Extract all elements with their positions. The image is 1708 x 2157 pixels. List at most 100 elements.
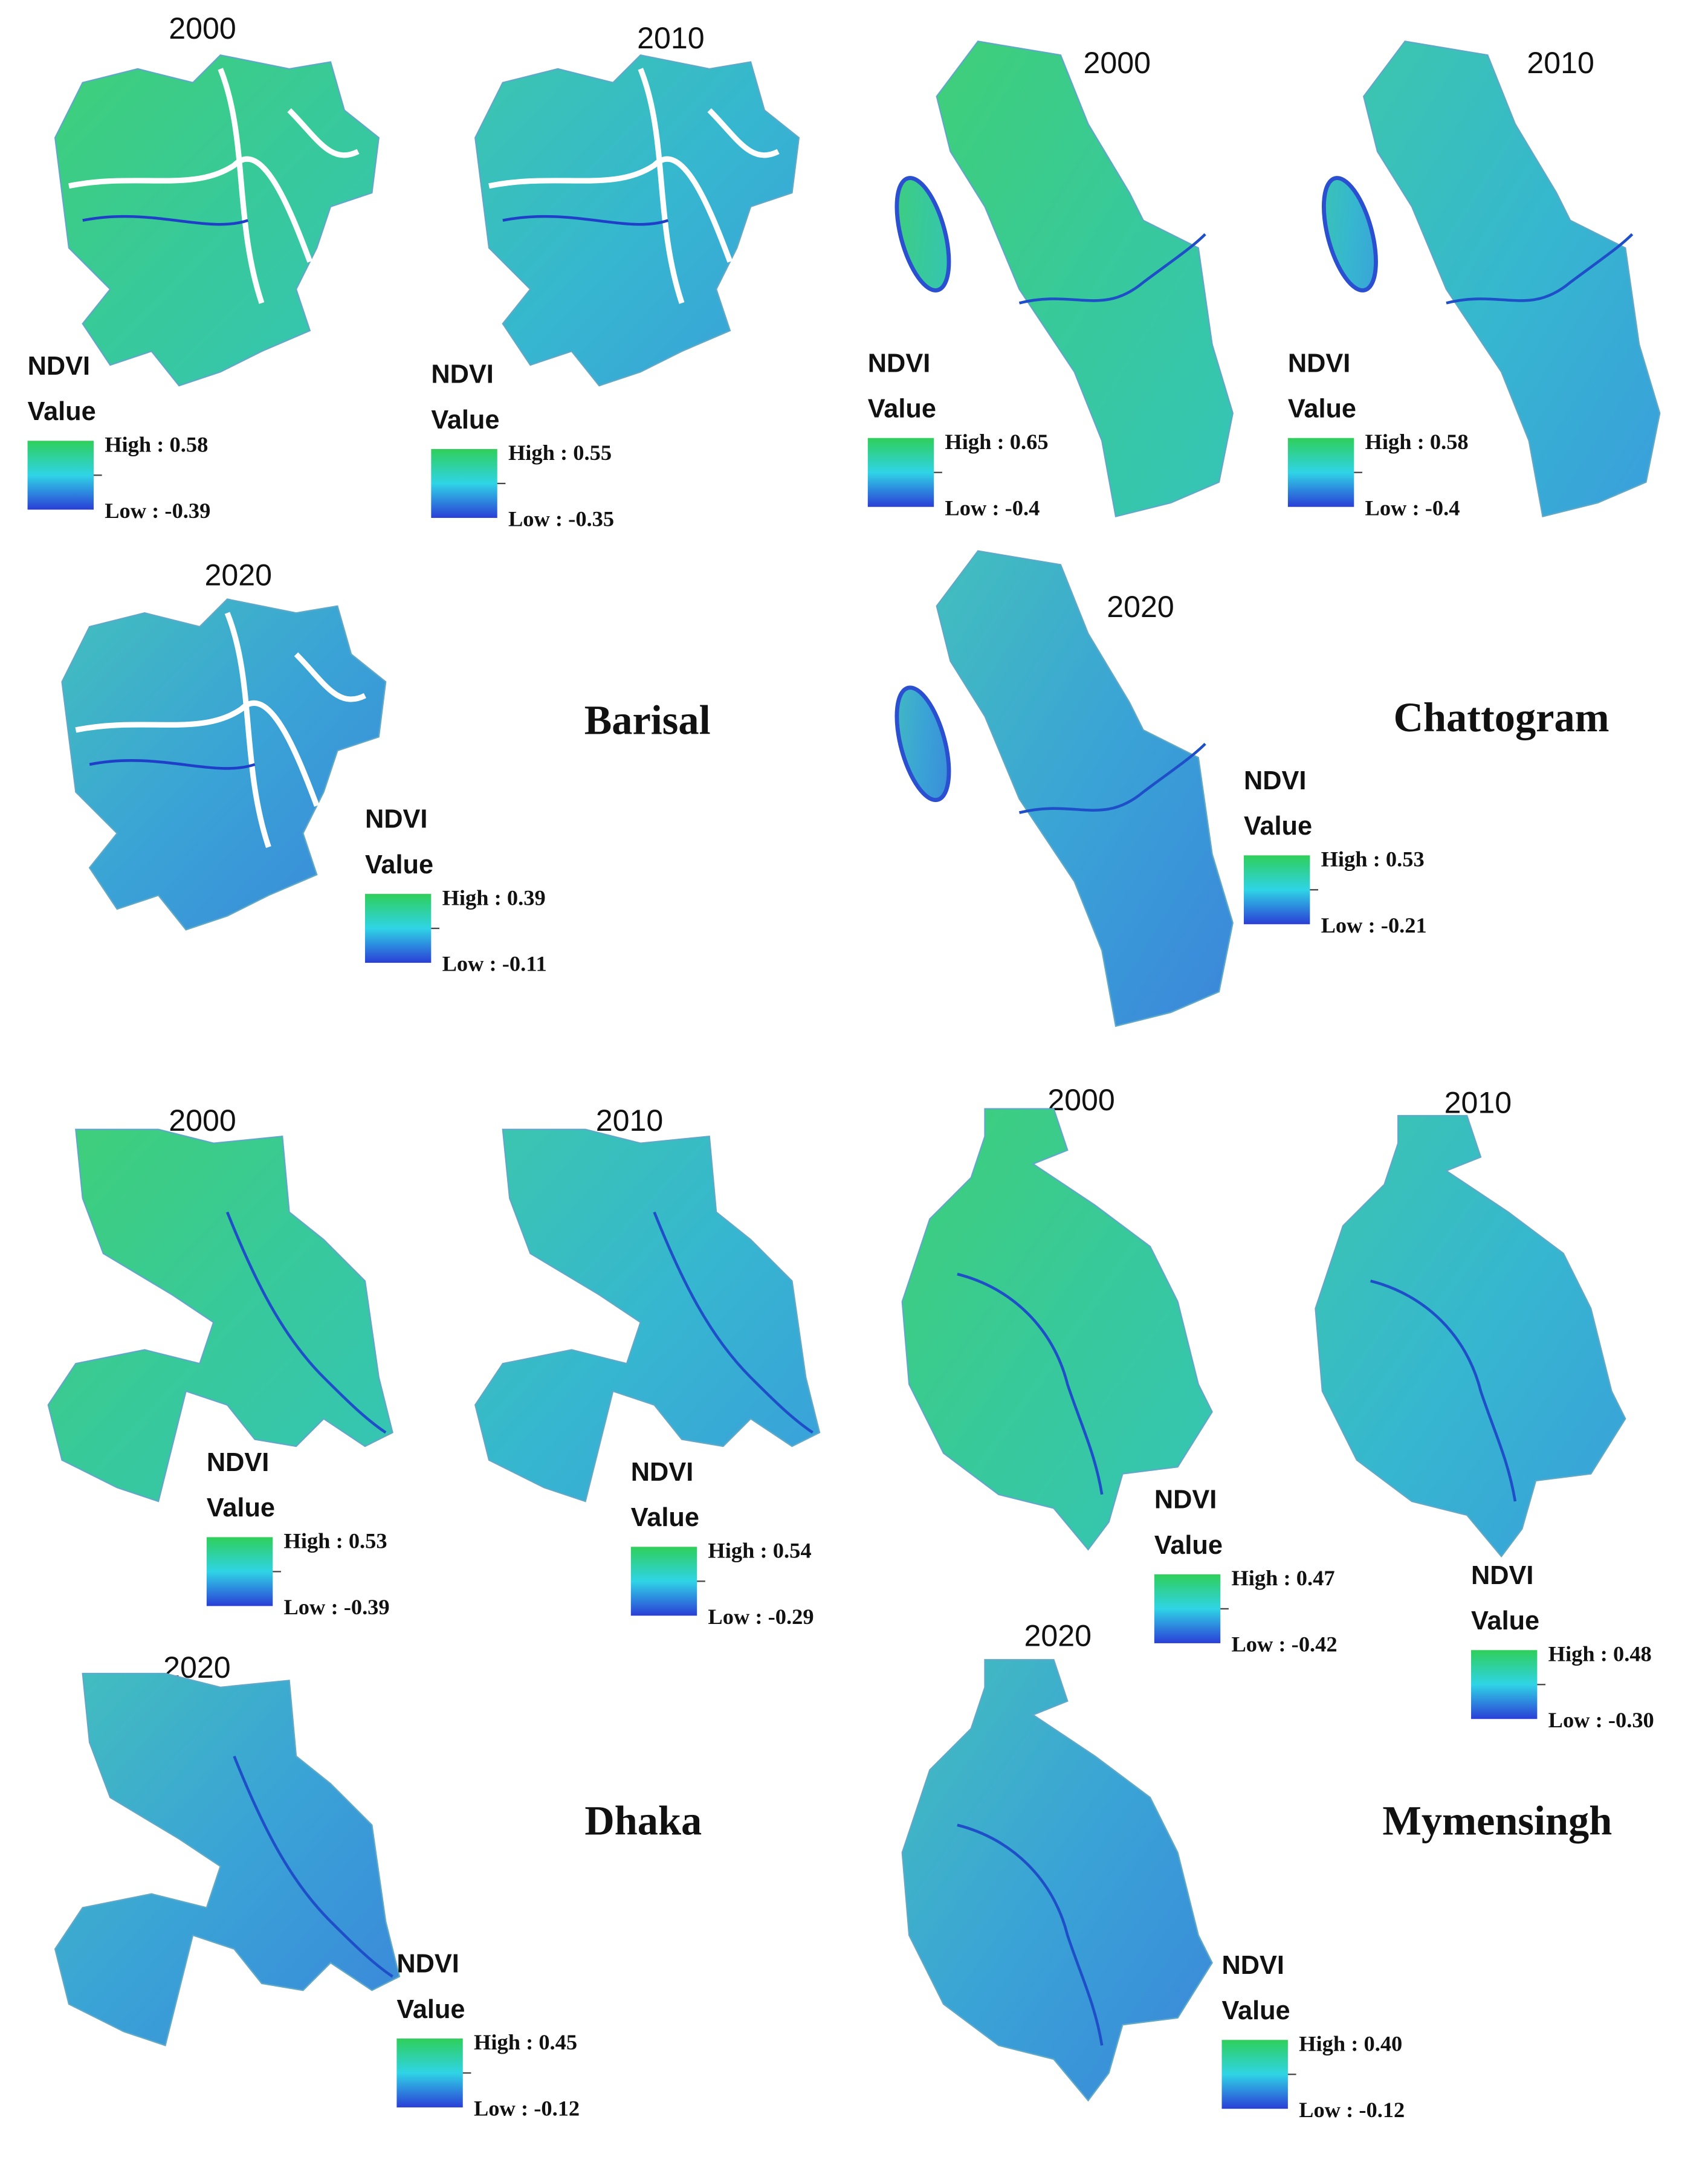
region-map — [894, 40, 1234, 518]
island — [894, 685, 951, 803]
legend-title: NDVI — [396, 1950, 459, 1979]
region-name: Dhaka — [584, 1798, 702, 1844]
map-year: 2010 — [1444, 1085, 1512, 1119]
legend-low: Low : -0.39 — [105, 499, 210, 523]
region-map — [901, 1659, 1213, 2102]
map-shape — [474, 1128, 821, 1502]
region-map — [54, 54, 380, 387]
map-year: 2010 — [1527, 46, 1594, 80]
river — [89, 759, 256, 770]
region-map — [1315, 1114, 1626, 1558]
legend-swatch — [27, 441, 94, 510]
legend-low: Low : -0.11 — [442, 952, 547, 976]
region-map — [47, 1128, 393, 1502]
map-shape — [61, 598, 387, 931]
legend-swatch — [1243, 855, 1310, 925]
legend-swatch — [1287, 438, 1354, 507]
river — [233, 1755, 393, 1978]
river — [68, 68, 360, 304]
map-year: 2020 — [1024, 1619, 1092, 1652]
legend-swatch — [1471, 1650, 1538, 1719]
legend-low: Low : -0.4 — [1365, 496, 1460, 520]
region-map — [474, 54, 800, 387]
legend-low: Low : -0.29 — [708, 1605, 814, 1629]
region-map — [54, 1672, 401, 2046]
legend-high: High : 0.48 — [1548, 1642, 1652, 1666]
legend-swatch — [364, 894, 432, 963]
region-map — [61, 598, 387, 931]
legend-swatch — [1154, 1574, 1221, 1643]
map-shape — [54, 1672, 401, 2046]
legend-subtitle: Value — [207, 1493, 275, 1522]
legend-subtitle: Value — [631, 1503, 699, 1532]
legend-low: Low : -0.21 — [1321, 913, 1427, 937]
legend-high: High : 0.53 — [1321, 847, 1425, 872]
river — [82, 215, 248, 226]
river — [502, 215, 669, 226]
legend-low: Low : -0.12 — [474, 2097, 580, 2121]
legend-subtitle: Value — [1154, 1531, 1223, 1560]
river — [225, 1211, 387, 1434]
legend-subtitle: Value — [1471, 1606, 1539, 1635]
legend-title: NDVI — [1222, 1951, 1284, 1980]
legend-high: High : 0.40 — [1299, 2031, 1402, 2055]
legend-low: Low : -0.39 — [283, 1595, 389, 1619]
legend-title: NDVI — [1154, 1486, 1217, 1515]
map-shape — [936, 40, 1234, 518]
legend-swatch — [206, 1537, 273, 1606]
river — [1446, 233, 1634, 305]
map-year: 2000 — [169, 11, 236, 45]
river — [488, 68, 780, 304]
legend-subtitle: Value — [431, 406, 499, 435]
map-shape — [936, 550, 1234, 1027]
map-shape — [1315, 1114, 1626, 1558]
legend-subtitle: Value — [1288, 395, 1356, 424]
legend-subtitle: Value — [28, 397, 96, 426]
island — [894, 176, 951, 293]
map-year: 2010 — [637, 21, 705, 55]
legend-high: High : 0.53 — [283, 1529, 387, 1553]
region-name: Barisal — [584, 697, 711, 743]
legend-high: High : 0.58 — [105, 433, 208, 457]
legend-high: High : 0.47 — [1231, 1566, 1334, 1590]
region-map — [1321, 40, 1661, 518]
legend-swatch — [867, 438, 934, 507]
legend-subtitle: Value — [868, 395, 936, 424]
map-shape — [901, 1659, 1213, 2102]
legend-title: NDVI — [365, 805, 427, 834]
legend-swatch — [630, 1547, 697, 1616]
map-shape — [474, 54, 800, 387]
map-year: 2000 — [1047, 1083, 1115, 1117]
legend-high: High : 0.58 — [1365, 430, 1469, 454]
river — [653, 1211, 814, 1434]
legend-low: Low : -0.12 — [1299, 2098, 1405, 2122]
map-year: 2000 — [1084, 46, 1151, 80]
legend-low: Low : -0.30 — [1548, 1708, 1654, 1732]
river — [75, 612, 366, 849]
legend-title: NDVI — [1471, 1561, 1533, 1590]
map-shape — [1363, 40, 1661, 518]
map-year: 2020 — [1107, 590, 1174, 624]
river — [1018, 233, 1206, 305]
legend-subtitle: Value — [1244, 812, 1312, 841]
legend-high: High : 0.39 — [442, 885, 546, 910]
legend-title: NDVI — [28, 352, 90, 381]
legend-subtitle: Value — [396, 1995, 465, 2024]
region-name: Chattogram — [1394, 694, 1609, 740]
legend-title: NDVI — [1244, 766, 1306, 795]
map-year: 2020 — [205, 558, 273, 592]
map-year: 2000 — [169, 1104, 236, 1137]
legend-swatch — [1221, 2040, 1288, 2109]
island — [1321, 176, 1378, 293]
map-shape — [901, 1108, 1213, 1551]
legend-subtitle: Value — [365, 850, 433, 879]
legend-low: Low : -0.42 — [1231, 1632, 1337, 1657]
legend-high: High : 0.54 — [708, 1539, 811, 1563]
river — [957, 1823, 1104, 2046]
legend-title: NDVI — [868, 349, 930, 378]
river — [957, 1272, 1104, 1495]
legend-title: NDVI — [1288, 349, 1350, 378]
region-map — [901, 1108, 1213, 1551]
